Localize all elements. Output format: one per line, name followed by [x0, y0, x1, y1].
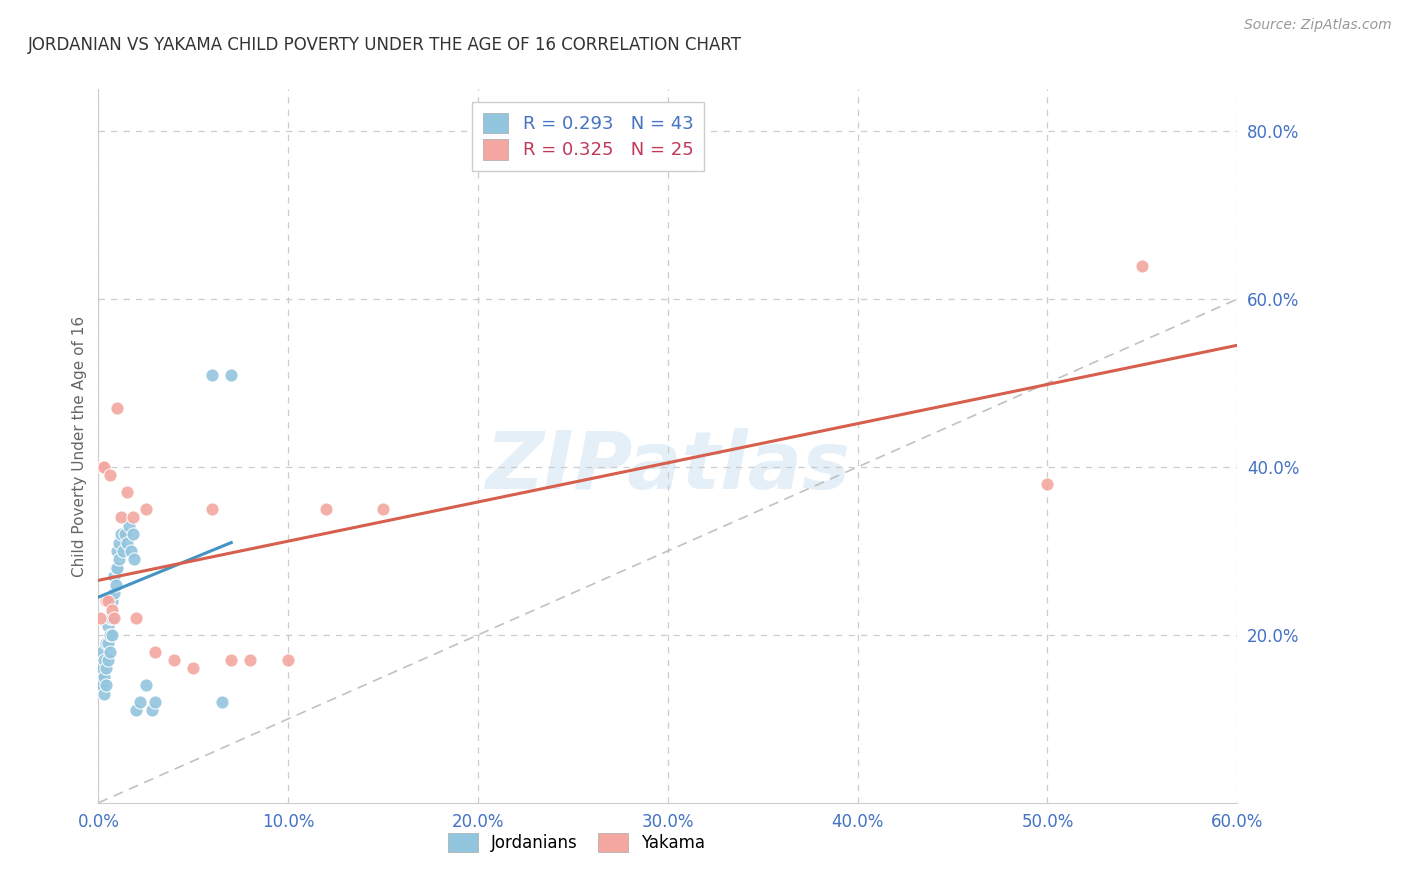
Point — [97, 653, 120, 667]
Point — [277, 653, 299, 667]
Point — [129, 695, 152, 709]
Point — [108, 535, 131, 549]
Point — [91, 661, 114, 675]
Point — [239, 653, 262, 667]
Point — [120, 544, 142, 558]
Legend: Jordanians, Yakama: Jordanians, Yakama — [441, 826, 711, 859]
Point — [201, 368, 224, 382]
Point — [114, 527, 136, 541]
Point — [125, 703, 148, 717]
Point — [135, 502, 157, 516]
Text: ZIPatlas: ZIPatlas — [485, 428, 851, 507]
Point — [91, 460, 114, 475]
Point — [94, 661, 117, 675]
Point — [97, 619, 120, 633]
Point — [91, 678, 114, 692]
Point — [104, 560, 127, 574]
Point — [118, 518, 141, 533]
Point — [100, 594, 122, 608]
Text: Source: ZipAtlas.com: Source: ZipAtlas.com — [1244, 18, 1392, 32]
Point — [110, 510, 132, 524]
Point — [91, 645, 114, 659]
Point — [103, 569, 125, 583]
Point — [103, 586, 125, 600]
Point — [100, 611, 122, 625]
Point — [163, 653, 186, 667]
Point — [145, 645, 167, 659]
Point — [93, 460, 115, 475]
Point — [100, 628, 122, 642]
Point — [93, 670, 115, 684]
Point — [135, 678, 157, 692]
Point — [94, 678, 117, 692]
Point — [107, 544, 129, 558]
Point — [115, 535, 138, 549]
Point — [125, 611, 148, 625]
Point — [103, 611, 125, 625]
Point — [371, 502, 394, 516]
Point — [89, 611, 111, 625]
Point — [94, 594, 117, 608]
Point — [94, 636, 117, 650]
Point — [1132, 259, 1154, 273]
Point — [107, 401, 129, 416]
Point — [141, 703, 163, 717]
Point — [97, 594, 120, 608]
Point — [108, 552, 131, 566]
Point — [211, 695, 233, 709]
Point — [97, 636, 120, 650]
Point — [93, 653, 115, 667]
Point — [201, 502, 224, 516]
Point — [221, 653, 243, 667]
Point — [112, 544, 135, 558]
Point — [98, 611, 121, 625]
Point — [115, 485, 138, 500]
Point — [121, 527, 143, 541]
Point — [98, 628, 121, 642]
Point — [221, 368, 243, 382]
Point — [315, 502, 337, 516]
Point — [104, 577, 127, 591]
Point — [145, 695, 167, 709]
Point — [1036, 476, 1059, 491]
Point — [107, 560, 129, 574]
Point — [93, 687, 115, 701]
Point — [121, 510, 143, 524]
Point — [89, 670, 111, 684]
Point — [98, 468, 121, 483]
Point — [98, 645, 121, 659]
Point — [100, 603, 122, 617]
Point — [124, 552, 146, 566]
Point — [183, 661, 205, 675]
Y-axis label: Child Poverty Under the Age of 16: Child Poverty Under the Age of 16 — [72, 316, 87, 576]
Text: JORDANIAN VS YAKAMA CHILD POVERTY UNDER THE AGE OF 16 CORRELATION CHART: JORDANIAN VS YAKAMA CHILD POVERTY UNDER … — [28, 36, 742, 54]
Point — [110, 527, 132, 541]
